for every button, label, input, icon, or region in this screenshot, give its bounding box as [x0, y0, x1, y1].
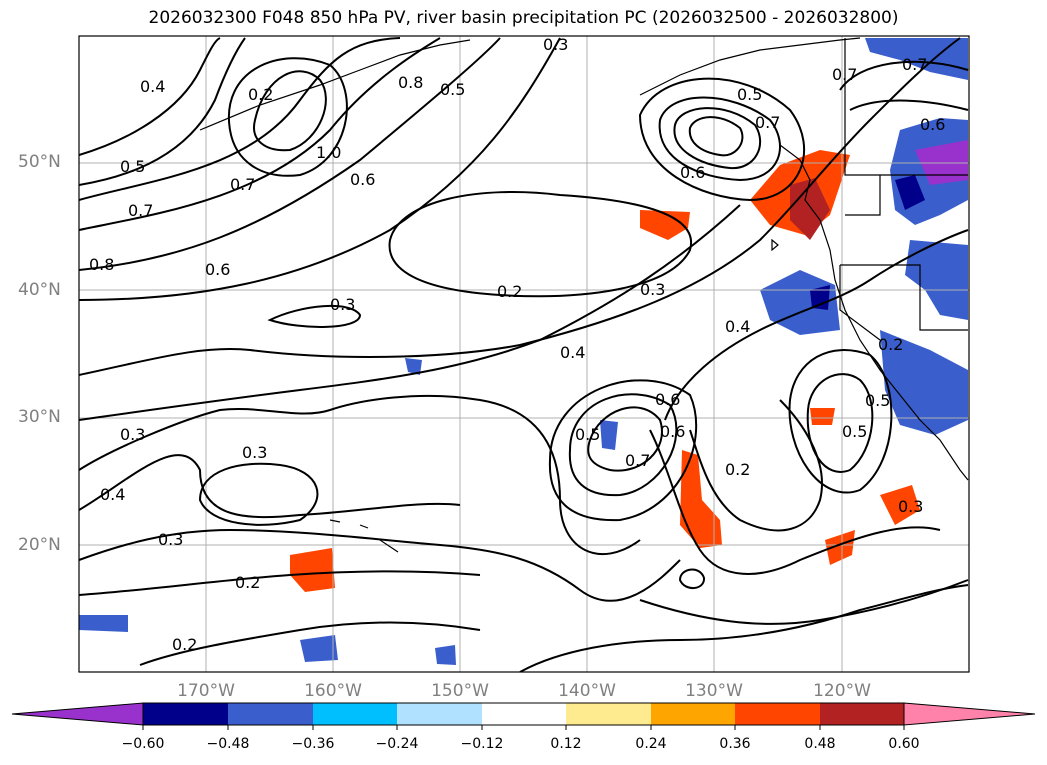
- contour-label: 0.3: [898, 497, 923, 516]
- colorbar-extend-high: [903, 702, 1036, 726]
- contour-label: 0.7: [755, 113, 780, 132]
- contour-label: 0.7: [230, 175, 255, 194]
- precip-blue-w4: [405, 358, 422, 375]
- contour-label: 0.8: [398, 73, 423, 92]
- contour-labels: 0.4 0.2 0.8 1.0 0.5 0.5 0.7 0.6 0.7 0.8 …: [89, 35, 945, 654]
- precip-shading: [79, 38, 968, 665]
- contour-label: 0.6: [350, 170, 375, 189]
- colorbar-tick-label: −0.48: [206, 736, 250, 752]
- lat-label-40n: 40°N: [18, 280, 61, 300]
- lon-label-150w: 150°W: [431, 681, 489, 701]
- contour-label: 0.6: [660, 422, 685, 441]
- precip-blue-w1: [79, 615, 128, 632]
- contour-label: 0.2: [172, 635, 197, 654]
- lon-label-120w: 120°W: [813, 681, 871, 701]
- precip-orange-mid: [640, 210, 690, 240]
- precip-navy-ca: [810, 285, 830, 310]
- contour-label: 0.7: [832, 65, 857, 84]
- lon-label-160w: 160°W: [304, 681, 362, 701]
- colorbar-bin: [651, 703, 735, 725]
- contour-label: 0.2: [497, 282, 522, 301]
- precip-blue-ca: [760, 270, 840, 335]
- colorbar-tick-label: 0.48: [804, 736, 836, 752]
- precip-orange-e1: [810, 408, 835, 425]
- colorbar-tick-label: −0.36: [291, 736, 335, 752]
- contour-label: 0.7: [902, 55, 927, 74]
- contour-label: 0.5: [575, 425, 600, 444]
- colorbar-tick-label: 0.60: [888, 736, 920, 752]
- contour-label: 0.6: [680, 163, 705, 182]
- contour-label: 0.6: [920, 115, 945, 134]
- graticule: [79, 36, 969, 672]
- contour-label: 0.3: [242, 443, 267, 462]
- colorbar-bin: [482, 703, 566, 725]
- precip-orange-hi: [290, 548, 335, 592]
- contour-label: 0.3: [330, 295, 355, 314]
- contour-label: 0.2: [725, 460, 750, 479]
- map-content: [79, 36, 969, 672]
- precip-blue-w2: [300, 635, 338, 662]
- contour-label: 0.6: [655, 390, 680, 409]
- colorbar-bin: [566, 703, 651, 725]
- lat-label-30n: 30°N: [18, 407, 61, 427]
- precip-blue-mid: [905, 240, 968, 320]
- colorbar-bin: [143, 703, 228, 725]
- precip-blue-sw: [880, 330, 968, 435]
- colorbar-bin: [313, 703, 397, 725]
- colorbar-tick-label: 0.12: [550, 736, 582, 752]
- colorbar: [11, 702, 1036, 730]
- lon-label-130w: 130°W: [685, 681, 743, 701]
- lon-label-170w: 170°W: [177, 681, 235, 701]
- contour-label: 0.5: [737, 85, 762, 104]
- colorbar-tick-label: −0.12: [460, 736, 504, 752]
- contour-label: 0.7: [625, 451, 650, 470]
- contour-label: 0.3: [158, 530, 183, 549]
- precip-navy-core: [895, 175, 925, 210]
- precip-blue-w3: [435, 645, 456, 665]
- colorbar-tick-label: −0.60: [121, 736, 165, 752]
- contour-label: 0.8: [89, 255, 114, 274]
- precip-orange-e2: [880, 485, 920, 525]
- colorbar-tick-label: 0.36: [719, 736, 751, 752]
- colorbar-bin: [735, 703, 820, 725]
- contour-label: 0.3: [543, 35, 568, 54]
- precip-blue-ne: [865, 38, 968, 80]
- colorbar-tick-label: −0.24: [375, 736, 419, 752]
- colorbar-tick-label: 0.24: [635, 736, 667, 752]
- precip-orange-e3: [825, 530, 855, 565]
- colorbar-bin: [228, 703, 313, 725]
- contour-label: 0.2: [248, 85, 273, 104]
- lat-label-20n: 20°N: [18, 535, 61, 555]
- contour-label: 0.6: [205, 260, 230, 279]
- map-title: 2026032300 F048 850 hPa PV, river basin …: [148, 8, 899, 28]
- precip-blue-w5: [600, 420, 618, 450]
- map-frame: [78, 35, 970, 673]
- contour-label: 0.5: [120, 157, 145, 176]
- contour-label: 0.2: [878, 335, 903, 354]
- precip-darkred-nw: [790, 178, 830, 240]
- coastlines: [199, 37, 969, 553]
- pv-contours: [79, 37, 969, 672]
- contour-label: 0.5: [842, 422, 867, 441]
- contour-label: 0.3: [640, 280, 665, 299]
- colorbar-extend-low: [11, 702, 144, 726]
- precip-orange-sub: [680, 450, 722, 548]
- contour-label: 0.4: [100, 485, 125, 504]
- contour-label: 0.5: [865, 391, 890, 410]
- lat-label-50n: 50°N: [18, 152, 61, 172]
- colorbar-bin: [820, 703, 904, 725]
- colorbar-bin: [397, 703, 482, 725]
- contour-label: 0.7: [128, 201, 153, 220]
- contour-label: 0.5: [440, 80, 465, 99]
- contour-label: 0.3: [120, 425, 145, 444]
- lon-label-140w: 140°W: [558, 681, 616, 701]
- contour-label: 0.2: [235, 573, 260, 592]
- contour-label: 0.4: [140, 77, 165, 96]
- contour-label: 0.4: [725, 317, 750, 336]
- colorbar-frame: [142, 702, 905, 726]
- contour-label: 0.4: [560, 343, 585, 362]
- contour-label: 1.0: [316, 143, 341, 162]
